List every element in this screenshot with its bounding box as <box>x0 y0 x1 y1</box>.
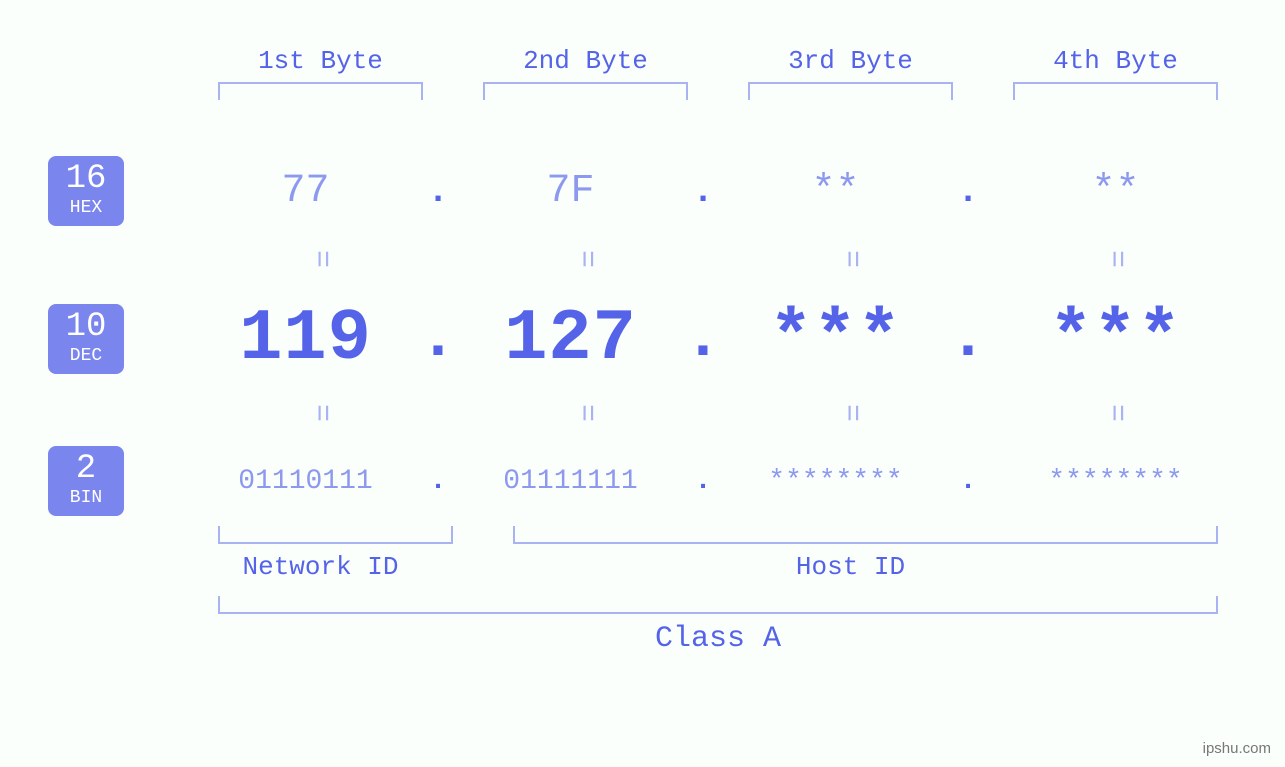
bracket-byte-1 <box>218 82 423 100</box>
network-id-label: Network ID <box>188 552 453 582</box>
host-id-label: Host ID <box>453 552 1248 582</box>
bin-byte-3: ******** <box>718 466 953 497</box>
watermark: ipshu.com <box>1203 740 1271 757</box>
dec-badge-label: DEC <box>70 346 102 366</box>
equals-icon: = <box>836 281 866 546</box>
byte-header-row: 1st Byte 2nd Byte 3rd Byte 4th Byte <box>188 46 1248 76</box>
equals-icon: = <box>571 281 601 546</box>
equals-icon: = <box>1101 281 1131 546</box>
bin-badge: 2 BIN <box>48 446 124 516</box>
hex-badge: 16 HEX <box>48 156 124 226</box>
dot-sep: . <box>953 466 983 497</box>
hex-row: 16 HEX 77 . 7F . ** . ** <box>48 156 1248 226</box>
dot-sep: . <box>688 303 718 375</box>
hex-badge-label: HEX <box>70 198 102 218</box>
class-bracket <box>218 596 1218 614</box>
equals-icon: = <box>306 281 336 546</box>
equals-row-1: = = = = <box>188 244 1248 274</box>
hex-badge-num: 16 <box>66 162 107 196</box>
bin-badge-label: BIN <box>70 488 102 508</box>
dot-sep: . <box>423 171 453 212</box>
bottom-brackets: Network ID Host ID Class A <box>188 526 1248 656</box>
dec-badge-num: 10 <box>66 310 107 344</box>
dot-sep: . <box>688 171 718 212</box>
bin-byte-2: 01111111 <box>453 466 688 497</box>
dot-sep: . <box>688 466 718 497</box>
bracket-byte-2 <box>483 82 688 100</box>
bin-badge-num: 2 <box>76 452 96 486</box>
bracket-byte-3 <box>748 82 953 100</box>
dot-sep: . <box>423 303 453 375</box>
ip-diagram: 1st Byte 2nd Byte 3rd Byte 4th Byte 16 H… <box>48 46 1248 656</box>
byte-header-4: 4th Byte <box>983 46 1248 76</box>
bin-row: 2 BIN 01110111 . 01111111 . ******** . *… <box>48 446 1248 516</box>
class-label: Class A <box>188 622 1248 656</box>
bracket-byte-4 <box>1013 82 1218 100</box>
top-brackets <box>188 82 1248 100</box>
dot-sep: . <box>953 303 983 375</box>
bin-byte-4: ******** <box>983 466 1248 497</box>
byte-header-1: 1st Byte <box>188 46 453 76</box>
dec-badge: 10 DEC <box>48 304 124 374</box>
network-id-bracket <box>218 526 453 544</box>
byte-header-2: 2nd Byte <box>453 46 718 76</box>
bin-byte-1: 01110111 <box>188 466 423 497</box>
byte-header-3: 3rd Byte <box>718 46 983 76</box>
dot-sep: . <box>953 171 983 212</box>
equals-row-2: = = = = <box>188 398 1248 428</box>
dot-sep: . <box>423 466 453 497</box>
dec-row: 10 DEC 119 . 127 . *** . *** <box>48 298 1248 380</box>
